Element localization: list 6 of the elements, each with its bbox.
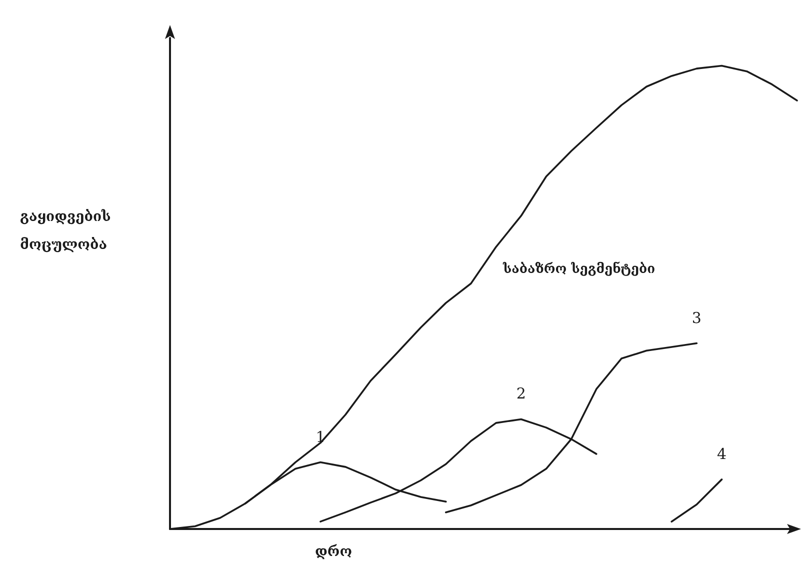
y-axis-title: გაყიდვების მოცულობა [20,209,111,253]
series-label: 4 [716,444,727,463]
x-axis-title: დრო [314,544,352,560]
series-label: 2 [516,384,526,403]
series-label: 3 [692,308,702,327]
annotation: საბაზრო სეგმენტები [502,261,656,277]
